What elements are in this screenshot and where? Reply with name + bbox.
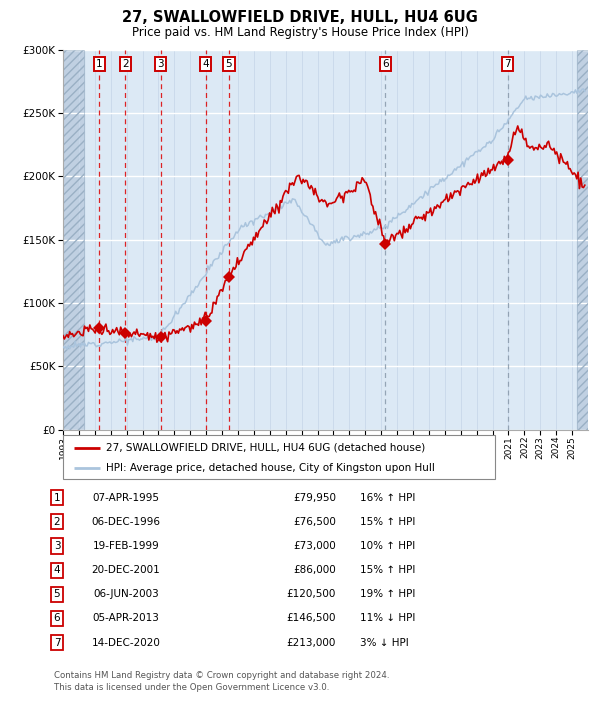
Text: 14-DEC-2020: 14-DEC-2020 bbox=[92, 638, 160, 648]
FancyBboxPatch shape bbox=[63, 435, 495, 479]
Text: 1: 1 bbox=[53, 493, 61, 503]
Text: Contains HM Land Registry data © Crown copyright and database right 2024.: Contains HM Land Registry data © Crown c… bbox=[54, 671, 389, 680]
Text: 15% ↑ HPI: 15% ↑ HPI bbox=[360, 517, 415, 527]
Text: 5: 5 bbox=[53, 589, 61, 599]
Bar bbox=[577, 50, 588, 430]
Text: 07-APR-1995: 07-APR-1995 bbox=[92, 493, 160, 503]
Bar bbox=[63, 50, 83, 430]
Text: 11% ↓ HPI: 11% ↓ HPI bbox=[360, 613, 415, 623]
Text: £120,500: £120,500 bbox=[287, 589, 336, 599]
Text: 3: 3 bbox=[157, 59, 164, 69]
Text: 6: 6 bbox=[53, 613, 61, 623]
Text: HPI: Average price, detached house, City of Kingston upon Hull: HPI: Average price, detached house, City… bbox=[106, 463, 435, 473]
Text: £76,500: £76,500 bbox=[293, 517, 336, 527]
Text: 7: 7 bbox=[505, 59, 511, 69]
Text: 5: 5 bbox=[226, 59, 232, 69]
Text: 3% ↓ HPI: 3% ↓ HPI bbox=[360, 638, 409, 648]
Bar bbox=[577, 50, 588, 430]
Text: 15% ↑ HPI: 15% ↑ HPI bbox=[360, 565, 415, 575]
Text: 10% ↑ HPI: 10% ↑ HPI bbox=[360, 541, 415, 551]
Text: 27, SWALLOWFIELD DRIVE, HULL, HU4 6UG (detached house): 27, SWALLOWFIELD DRIVE, HULL, HU4 6UG (d… bbox=[106, 442, 425, 452]
Text: This data is licensed under the Open Government Licence v3.0.: This data is licensed under the Open Gov… bbox=[54, 683, 329, 692]
Text: 2: 2 bbox=[122, 59, 128, 69]
Text: £86,000: £86,000 bbox=[293, 565, 336, 575]
Text: £79,950: £79,950 bbox=[293, 493, 336, 503]
Text: 4: 4 bbox=[202, 59, 209, 69]
Text: 4: 4 bbox=[53, 565, 61, 575]
Text: 2: 2 bbox=[53, 517, 61, 527]
Text: 3: 3 bbox=[53, 541, 61, 551]
Text: £73,000: £73,000 bbox=[293, 541, 336, 551]
Text: 16% ↑ HPI: 16% ↑ HPI bbox=[360, 493, 415, 503]
Text: 27, SWALLOWFIELD DRIVE, HULL, HU4 6UG: 27, SWALLOWFIELD DRIVE, HULL, HU4 6UG bbox=[122, 10, 478, 25]
Text: 20-DEC-2001: 20-DEC-2001 bbox=[92, 565, 160, 575]
Bar bbox=[63, 50, 83, 430]
Text: 6: 6 bbox=[382, 59, 389, 69]
Text: 19-FEB-1999: 19-FEB-1999 bbox=[92, 541, 160, 551]
Text: £213,000: £213,000 bbox=[287, 638, 336, 648]
Text: 06-JUN-2003: 06-JUN-2003 bbox=[93, 589, 159, 599]
Text: £146,500: £146,500 bbox=[287, 613, 336, 623]
Text: 7: 7 bbox=[53, 638, 61, 648]
Text: 1: 1 bbox=[96, 59, 103, 69]
Text: Price paid vs. HM Land Registry's House Price Index (HPI): Price paid vs. HM Land Registry's House … bbox=[131, 26, 469, 38]
Text: 06-DEC-1996: 06-DEC-1996 bbox=[91, 517, 161, 527]
Text: 05-APR-2013: 05-APR-2013 bbox=[92, 613, 160, 623]
Text: 19% ↑ HPI: 19% ↑ HPI bbox=[360, 589, 415, 599]
